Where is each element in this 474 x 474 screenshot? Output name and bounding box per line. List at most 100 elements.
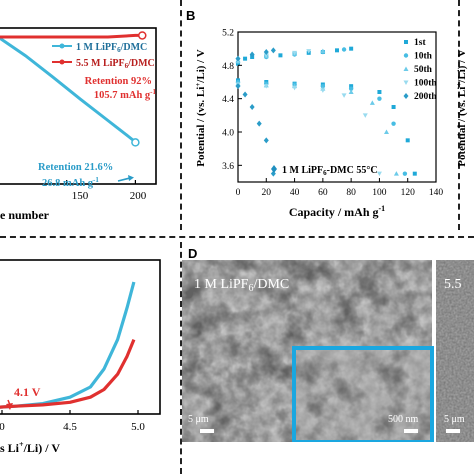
panel-b-point-1-charge-10 — [349, 46, 354, 51]
panel-b-point-1-discharge-8 — [405, 138, 410, 143]
panel-b-legend-marker-3 — [403, 66, 409, 71]
panel-a-xtick-2: 200 — [130, 190, 147, 202]
panel-c-xlabel: s Li+/Li) / V — [0, 440, 60, 455]
panel-b-point-4-discharge-6 — [362, 113, 368, 118]
panel-b-point-1-charge-5 — [278, 53, 283, 58]
panel-a-retention-red-2: 105.7 mAh g-1 — [94, 88, 157, 101]
panel-b-annotation: 1 M LiPF6-DMC 55°C — [271, 165, 378, 177]
sem-scale-bar — [200, 429, 214, 433]
panel-b-point-4-charge-2 — [263, 53, 269, 58]
panel-b-legend-marker-1 — [404, 40, 408, 44]
panel-b-point-3-discharge-6 — [369, 100, 375, 105]
sem-inset-scale-label: 500 nm — [388, 414, 419, 425]
panel-b-point-4-discharge-7 — [376, 171, 382, 177]
panel-b-point-1-discharge-5 — [349, 84, 354, 89]
panel-b-legend-marker-4 — [403, 80, 409, 85]
panel-b-legend-marker-5 — [403, 93, 409, 99]
panel-b-point-1-charge-9 — [335, 48, 339, 53]
panel-b-legend: 1st 10th 50th 100th 200th — [414, 38, 437, 102]
panel-b-xtick-6: 100 — [372, 188, 387, 198]
panel-b-ytick-1: 5.2 — [222, 29, 234, 39]
panel-b-point-4-charge-4 — [306, 49, 312, 54]
panel-d-letter: D — [188, 246, 198, 261]
panel-b-xtick-5: 80 — [346, 188, 356, 198]
panel-b-ylabel: Potential / (vs. Li+/Li) / V — [194, 49, 207, 167]
panel-b-xtick-4: 60 — [318, 188, 328, 198]
panel-b-legend-label-3: 50th — [414, 65, 433, 75]
panel-b-point-5-discharge-1 — [235, 83, 241, 90]
panel-b-point-2-discharge-6 — [377, 96, 382, 101]
panel-c-series-2 — [0, 338, 136, 409]
panel-a-series-2 — [0, 33, 143, 39]
panel-b-point-4-discharge-4 — [320, 88, 326, 93]
panel-a-chart: 1 M LiPF6/DMC 5.5 M LiPF6/DMC Retention … — [0, 27, 157, 222]
sem-right-scale-bar — [446, 429, 460, 433]
panel-a-retention-red-1: Retention 92% — [85, 76, 152, 87]
panel-b-point-5-discharge-3 — [249, 104, 255, 110]
panel-a-xlabel: e number — [0, 208, 50, 222]
panel-a-arrow — [117, 177, 131, 182]
panel-b-frame — [237, 31, 437, 183]
panel-b-point-4-discharge-5 — [341, 93, 347, 98]
panel-a-legend: 1 M LiPF6/DMC 5.5 M LiPF6/DMC — [52, 42, 155, 70]
panel-a-xtick-1: 150 — [72, 190, 89, 202]
panel-a-series-2-endpoint — [138, 31, 147, 40]
panel-b-point-2-discharge-8 — [402, 171, 408, 176]
sem-title: 1 M LiPF6/DMC — [194, 277, 289, 294]
panel-b-point-3-discharge-8 — [393, 171, 399, 176]
panel-b-point-1-charge-2 — [243, 56, 248, 61]
panel-b-point-1-discharge-6 — [377, 90, 382, 94]
panel-b-point-5-discharge-5 — [263, 137, 269, 144]
panel-b-point-5-charge-3 — [263, 49, 269, 55]
panel-d-sem-images: 1 M LiPF6/DMC 5 μm 500 nm 5.5 5 μm — [182, 260, 474, 442]
panel-b-point-3-charge-4 — [320, 48, 326, 54]
panel-a-legend-1: 1 M LiPF6/DMC — [76, 42, 147, 54]
divider-vertical-right-top — [458, 0, 460, 230]
panel-b-legend-label-2: 10th — [414, 52, 433, 62]
sem-right-scale-label: 5 μm — [444, 414, 465, 425]
panel-b-ytick-2: 4.8 — [222, 62, 234, 72]
panel-b-point-2-discharge-7 — [391, 121, 396, 126]
panel-b-point-5-charge-4 — [270, 47, 276, 54]
panel-b-point-4-charge-3 — [292, 50, 298, 56]
panel-c-frame — [0, 259, 161, 415]
panel-a-series-1-endpoint — [131, 138, 140, 147]
panel-b-point-5-discharge-4 — [256, 120, 262, 127]
panel-b-legend-marker-2 — [403, 53, 409, 58]
panel-b-point-1-discharge-7 — [391, 105, 396, 109]
panel-b-ytick-3: 4.4 — [222, 95, 234, 105]
panel-c-xtick-2: 4.5 — [63, 421, 77, 433]
panel-b-xtick-8: 140 — [429, 188, 444, 198]
panel-a-retention-blue-1: Retention 21.6% — [38, 162, 113, 173]
panel-c-xtick-3: 5.0 — [131, 421, 145, 433]
panel-c-chart: 4.1 V 0 4.5 5.0 s Li+/Li) / V — [0, 259, 161, 455]
panel-b-legend-label-4: 100th — [414, 79, 437, 89]
panel-b-point-5-charge-2 — [249, 51, 255, 58]
sem-right-title: 5.5 — [444, 277, 462, 292]
panel-b-point-1-discharge-9 — [412, 171, 417, 176]
panel-b-point-2-discharge-5 — [348, 86, 354, 91]
panel-a-legend-2: 5.5 M LiPF6/DMC — [76, 58, 155, 70]
panel-b-point-5-discharge-2 — [242, 91, 248, 98]
panel-b-chart: 5.2 4.8 4.4 4.0 3.6 0 20 40 60 80 100 120 140 Potent… — [194, 29, 468, 220]
panel-b-point-3-discharge-7 — [384, 129, 389, 134]
panel-a-frame — [0, 27, 157, 185]
divider-horizontal — [0, 236, 474, 238]
panel-b-xtick-2: 20 — [262, 188, 272, 198]
panel-a-series-1 — [0, 36, 137, 144]
panel-b-point-2-charge-5 — [341, 47, 347, 52]
panel-b-xtick-3: 40 — [290, 188, 300, 198]
panel-b-legend-label-1: 1st — [414, 38, 426, 48]
panel-c-xtick-1: 0 — [0, 421, 5, 433]
panel-b-point-5-discharge-6 — [270, 170, 276, 177]
panel-b-ytick-4: 4.0 — [222, 129, 234, 139]
panel-c-annotation: 4.1 V — [6, 385, 41, 410]
panel-b-point-4-discharge-2 — [263, 84, 269, 89]
panel-a-retention-blue-2: 26.8 mAh g-1 — [42, 176, 99, 189]
panel-b-point-4-discharge-3 — [292, 85, 298, 91]
panel-b-xtick-1: 0 — [236, 188, 241, 198]
panel-b-point-5-charge-1 — [235, 55, 241, 62]
panel-b-xlabel: Capacity / mAh g-1 — [289, 204, 385, 219]
svg-text:4.1 V: 4.1 V — [14, 385, 41, 399]
panel-b-letter: B — [186, 8, 196, 23]
